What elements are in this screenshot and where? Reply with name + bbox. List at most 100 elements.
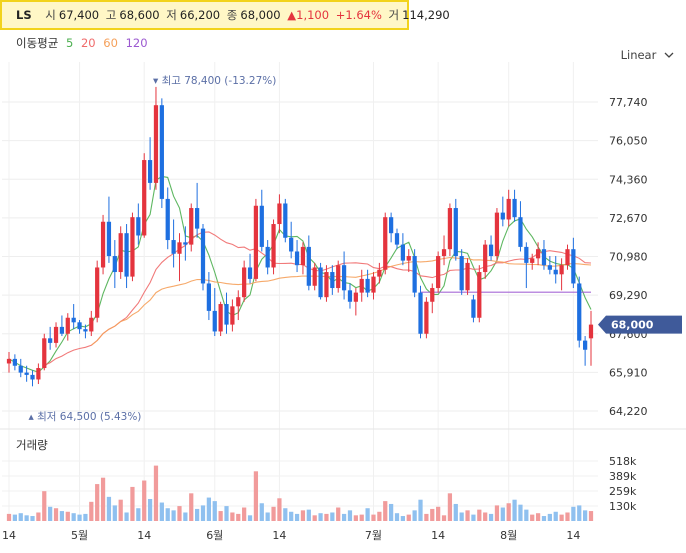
price-tick-label: 64,220 (609, 405, 648, 418)
candle-body (424, 301, 429, 334)
candle-body (359, 278, 364, 293)
candle-body (95, 267, 100, 318)
volume-bar (447, 493, 453, 521)
candle-body (524, 246, 529, 263)
volume-bar (436, 506, 441, 521)
candle-body (547, 265, 552, 270)
volume-bar (130, 486, 135, 521)
candle-body (500, 212, 505, 220)
volume-bar (541, 516, 547, 521)
volume-bar (530, 514, 535, 521)
candle-body (77, 322, 82, 330)
volume-bar (300, 510, 306, 521)
volume-bar (195, 508, 200, 521)
volume-bar (36, 512, 41, 521)
candle-body (483, 244, 488, 273)
high-value: 68,600 (119, 8, 160, 22)
candle-body (559, 265, 564, 275)
price-tick-label: 74,360 (609, 173, 648, 186)
volume-bar (112, 505, 117, 521)
high-label: 고 (105, 8, 117, 22)
candle-body (283, 203, 288, 238)
candle-body (259, 205, 264, 247)
candle-body (165, 198, 170, 241)
volume-bar (483, 512, 488, 521)
candle-body (336, 265, 341, 289)
ma-5-line (8, 175, 592, 373)
time-tick-label: 8월 (500, 529, 517, 542)
volume-bar (389, 503, 394, 521)
low-annotation: ▴ 최저 64,500 (5.43%) (29, 411, 142, 423)
price-tick-label: 76,050 (609, 135, 648, 148)
volume-series (6, 465, 594, 521)
candle-body (312, 267, 317, 286)
price-tick-label: 72,670 (609, 212, 648, 225)
candle-body (53, 326, 59, 343)
candle-body (271, 224, 276, 268)
volume-bar (371, 514, 376, 521)
candle-body (200, 228, 206, 284)
candle-body (265, 246, 270, 268)
candle-body (494, 212, 500, 257)
time-tick-label: 7월 (365, 529, 382, 542)
candle-body (153, 105, 159, 183)
volume-axis: 518k 389k 259k 130k (609, 455, 637, 513)
price-tick-label: 70,980 (609, 251, 648, 264)
volume-bar (347, 510, 353, 521)
volume-bar (500, 507, 505, 521)
volume-bar (271, 506, 276, 521)
volume-bar (383, 501, 388, 521)
volume-bar (577, 505, 582, 521)
volume-bar (565, 512, 570, 521)
moving-average-legend: 이동평균 5 20 60 120 (16, 35, 152, 51)
candle-body (400, 244, 405, 261)
volume-bar (277, 498, 282, 521)
candle-body (535, 249, 541, 259)
candle-body (418, 292, 423, 334)
candle-body (477, 272, 482, 318)
volume-bar (89, 501, 94, 521)
candle-body (406, 256, 411, 261)
candle-body (553, 269, 558, 275)
moving-average-lines (8, 175, 592, 373)
candle-body (36, 368, 41, 380)
candle-body (488, 244, 494, 257)
volume-bar (242, 507, 247, 521)
candle-body (506, 198, 511, 220)
volume-bar (318, 513, 323, 521)
volume-bar (488, 513, 494, 521)
candle-body (436, 256, 441, 289)
volume-bar (100, 477, 106, 521)
volume-bar (465, 510, 470, 521)
volume-bar (547, 513, 552, 521)
ma-20-label[interactable]: 20 (80, 36, 96, 50)
candle-body (277, 203, 282, 225)
candle-body (236, 297, 241, 307)
low-value: 66,200 (179, 8, 221, 22)
ma-120-label[interactable]: 120 (125, 36, 148, 50)
candle-body (588, 324, 594, 339)
price-tick-label: 65,910 (609, 366, 648, 379)
volume-bar (324, 513, 329, 521)
close-value: 68,000 (240, 8, 281, 22)
volume-bar (518, 504, 523, 521)
volume-bar (165, 508, 170, 521)
ohlc-summary-bar: LS 시 67,400 고 68,600 저 66,200 종 68,000 ▲1,10… (0, 0, 450, 30)
candle-body (100, 221, 106, 268)
scale-toggle-dropdown[interactable]: Linear (621, 48, 674, 62)
volume-bar (477, 509, 482, 521)
ma-60-label[interactable]: 60 (103, 36, 118, 50)
current-price-badge (598, 315, 682, 334)
volume-bar (6, 513, 12, 521)
candle-body (124, 233, 129, 277)
price-tick-label: 77,740 (609, 96, 648, 109)
volume-bar (153, 465, 159, 521)
price-grid (0, 62, 686, 520)
volume-bar (583, 510, 588, 521)
volume-bar (418, 499, 423, 521)
volume-bar (189, 493, 194, 521)
candle-body (212, 310, 217, 332)
current-price-label: 68,000 (611, 319, 654, 332)
ma-5-label[interactable]: 5 (65, 36, 74, 50)
